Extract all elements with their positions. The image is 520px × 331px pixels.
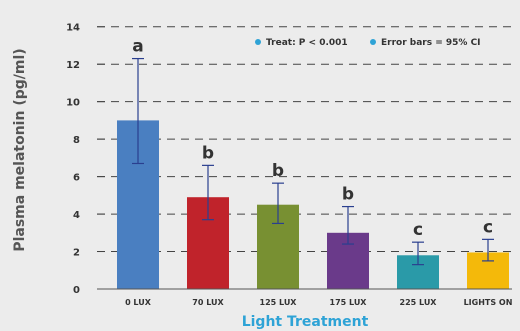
legend-marker-treat — [255, 39, 261, 45]
gridlines — [97, 26, 512, 290]
y-tick-label: 6 — [73, 173, 80, 184]
significance-letter: c — [483, 217, 493, 237]
legend: Treat: P < 0.001 Error bars = 95% CI — [255, 38, 481, 48]
legend-label-treat: Treat: P < 0.001 — [266, 38, 348, 48]
y-tick-label: 2 — [73, 248, 80, 259]
x-tick-label: 70 LUX — [192, 298, 224, 307]
error-bar — [412, 241, 424, 266]
bars — [117, 120, 509, 290]
legend-marker-error-bars — [370, 39, 376, 45]
error-bar — [272, 182, 284, 225]
significance-letters: a b b b c c — [132, 37, 493, 241]
y-tick-label: 0 — [73, 285, 80, 296]
significance-letter: c — [413, 220, 423, 240]
significance-letter: a — [132, 37, 143, 57]
y-tick-label: 8 — [73, 135, 80, 146]
significance-letter: b — [342, 185, 354, 205]
y-axis-tick-labels: 0 2 4 6 8 10 12 14 — [66, 23, 80, 296]
y-tick-label: 12 — [66, 60, 80, 71]
x-tick-label: 0 LUX — [125, 298, 152, 307]
x-axis-title: Light Treatment — [242, 314, 369, 330]
error-bar — [482, 238, 494, 262]
y-tick-label: 14 — [66, 23, 80, 34]
error-bar — [342, 205, 354, 245]
x-tick-label: 175 LUX — [330, 298, 368, 307]
error-bar — [132, 57, 144, 165]
error-bars — [132, 57, 494, 266]
y-axis-title: Plasma melatonin (pg/ml) — [12, 48, 28, 251]
legend-label-error-bars: Error bars = 95% CI — [381, 38, 481, 48]
error-bar — [202, 164, 214, 221]
x-tick-label: 225 LUX — [400, 298, 438, 307]
y-tick-label: 10 — [66, 98, 80, 109]
y-tick-label: 4 — [73, 210, 80, 221]
significance-letter: b — [272, 161, 284, 181]
x-axis-category-labels: 0 LUX 70 LUX 125 LUX 175 LUX 225 LUX LIGHTS O… — [125, 298, 512, 307]
x-tick-label: LIGHTS ON — [464, 298, 513, 307]
significance-letter: b — [202, 143, 214, 163]
x-tick-label: 125 LUX — [260, 298, 298, 307]
